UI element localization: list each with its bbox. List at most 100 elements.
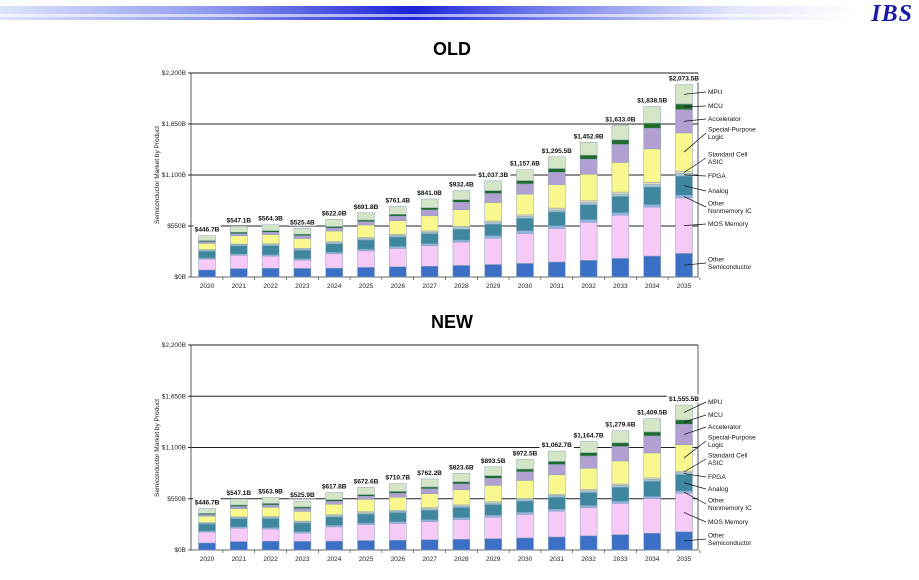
legend-label: Analog (708, 188, 729, 195)
bar-segment-mpu (230, 226, 248, 233)
bar-segment-special-purpose-logic (261, 507, 280, 517)
bar-segment-mpu (516, 169, 534, 181)
bar-segment-analog (293, 249, 312, 260)
bar-segment-other-semiconductor (548, 536, 566, 551)
total-label-bg (479, 456, 507, 465)
bar-segment-mcu (420, 486, 439, 490)
x-tick-label: 2031 (550, 283, 565, 290)
legend-leader-line (683, 473, 707, 478)
bar-segment-mpu (293, 500, 312, 508)
total-label-bg (603, 115, 638, 124)
bar-segment-special-purpose-logic (579, 174, 598, 201)
bar-segment-mpu (293, 228, 312, 235)
total-label: $547.1B (227, 490, 252, 497)
bar-segment-special-purpose-logic (357, 224, 375, 238)
bar-segment-analog (325, 243, 343, 253)
bar-segment-accelerator (261, 231, 280, 235)
bar-segment-special-purpose-logic (643, 148, 661, 183)
x-tick-label: 2028 (454, 556, 469, 563)
legend-leader-line (683, 538, 707, 542)
bar-segment-fpga (643, 184, 661, 188)
bar-segment-mcu (643, 431, 661, 437)
bar-segment-accelerator (548, 171, 566, 185)
bar-segment-mpu (389, 206, 407, 215)
legend-leader-line (683, 196, 707, 208)
bar-segment-mpu (611, 125, 630, 141)
bar-segment-standard-cell-asic (548, 207, 566, 211)
total-label: $1,157.6B (510, 161, 540, 168)
bar-segment-mos-memory (516, 514, 534, 539)
x-tick-label: 2026 (391, 556, 406, 563)
total-label: $1,164.7B (574, 432, 604, 439)
legend-leader-line (683, 118, 707, 122)
bar-segment-analog (452, 228, 471, 241)
x-tick-label: 2032 (581, 283, 596, 290)
bar-segment-other-nonmemory-ic (420, 243, 439, 246)
bar-segment-special-purpose-logic (198, 515, 216, 523)
y-tick-label: $0B (174, 274, 186, 281)
bar-segment-fpga (611, 485, 630, 488)
bar-segment-analog (389, 236, 407, 247)
bar-segment-mos-memory (611, 503, 630, 535)
bar-segment-mos-memory (230, 255, 248, 269)
bar-segment-mcu (611, 442, 630, 447)
bar-segment-other-nonmemory-ic (420, 519, 439, 522)
bar-segment-special-purpose-logic (452, 489, 471, 506)
bar-segment-accelerator (293, 235, 312, 239)
total-label-bg (447, 179, 475, 188)
bar-segment-standard-cell-asic (643, 182, 661, 185)
bar-segment-other-semiconductor (579, 260, 598, 278)
legend-leader-line (683, 91, 707, 95)
total-label: $1,279.6B (605, 422, 635, 429)
y-axis-label-new: Semiconductor Market by Product (154, 399, 161, 497)
bar-segment-other-semiconductor (484, 264, 502, 278)
bar-segment-mos-memory (452, 241, 471, 266)
legend-label: FPGA (708, 474, 726, 481)
bar-segment-mos-memory (484, 516, 502, 539)
chart-new: $0B $550B $1,100B $1,650B $2,200B 2020 $446.7B… (162, 342, 756, 563)
bar-segment-analog (484, 223, 502, 237)
total-label-bg (666, 394, 702, 403)
bar-segment-analog (230, 518, 248, 528)
x-tick-label: 2020 (200, 283, 215, 290)
bar-segment-accelerator (516, 471, 534, 481)
bar-segment-other-nonmemory-ic (516, 230, 534, 234)
bar-segment-other-semiconductor (484, 538, 502, 551)
total-label: $762.2B (417, 470, 442, 477)
bar-segment-mcu (548, 461, 566, 465)
bar-segment-special-purpose-logic (548, 184, 566, 209)
bar-segment-mcu (579, 452, 598, 457)
bar-segment-mcu (611, 139, 630, 145)
total-label: $1,452.9B (574, 133, 604, 140)
legend-leader-line (683, 105, 707, 108)
total-label-bg (288, 490, 316, 499)
bar-segment-mpu (643, 106, 661, 124)
bar-segment-special-purpose-logic (325, 503, 343, 516)
bar-segment-analog (293, 522, 312, 533)
legend-label: FPGA (708, 173, 726, 180)
bar-segment-mpu (516, 459, 534, 470)
bar-segment-special-purpose-logic (325, 230, 343, 242)
total-label: $1,633.0B (605, 117, 635, 124)
bar-segment-accelerator (484, 193, 502, 203)
bar-segment-accelerator (579, 158, 598, 175)
bar-segment-mpu (261, 497, 280, 504)
y-tick-label: $1,650B (162, 393, 186, 400)
legend-leader-line (683, 174, 707, 177)
bar-segment-mcu (420, 207, 439, 211)
total-label-bg (320, 208, 348, 217)
bar-segment-special-purpose-logic (230, 235, 248, 245)
bar-segment-other-semiconductor (261, 267, 280, 278)
bar-segment-other-nonmemory-ic (389, 521, 407, 524)
total-label-bg (352, 476, 380, 485)
total-label: $893.5B (481, 458, 506, 465)
bar-segment-other-semiconductor (452, 265, 471, 278)
legend-leader-line (683, 458, 707, 473)
bar-segment-mpu (484, 180, 502, 191)
legend-label: Other Nonmemory IC (708, 498, 752, 513)
total-label-bg (384, 195, 412, 204)
bar-segment-other-semiconductor (198, 542, 216, 551)
bar-segment-mos-memory (261, 528, 280, 542)
bar-segment-accelerator (420, 209, 439, 217)
total-label-bg (666, 74, 702, 83)
